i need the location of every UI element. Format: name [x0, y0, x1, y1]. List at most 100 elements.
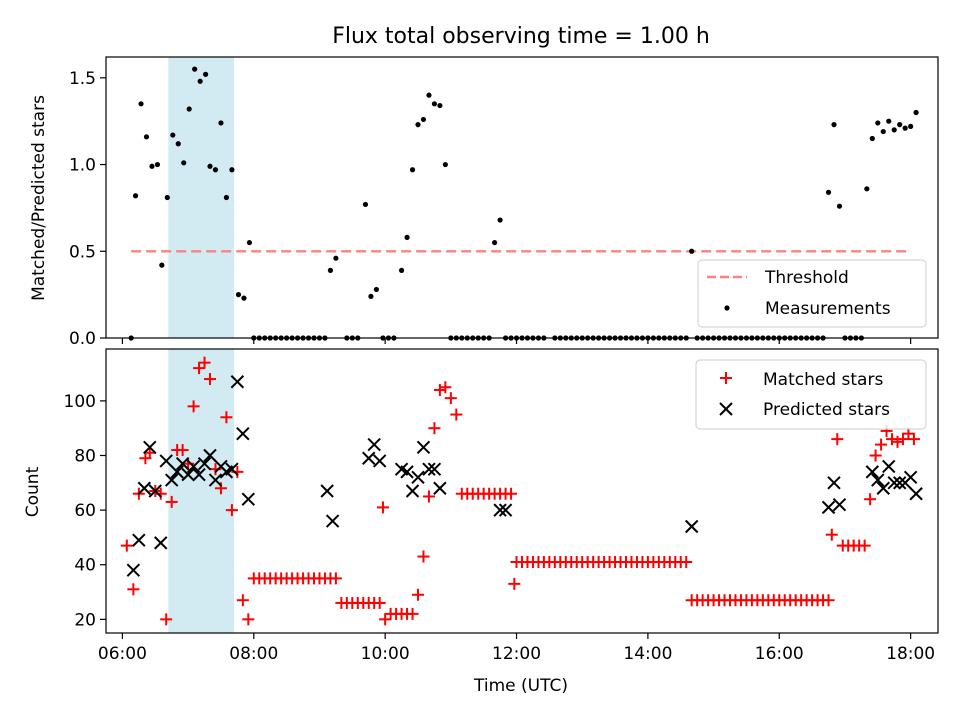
- matched-star-point: [412, 588, 424, 601]
- predicted-star-point: [493, 503, 507, 517]
- measurement-point: [175, 141, 181, 147]
- measurement-point: [869, 135, 875, 142]
- measurement-point: [132, 193, 139, 199]
- predicted-star-point: [137, 481, 152, 495]
- matched-star-point: [444, 392, 457, 405]
- measurement-point: [426, 92, 432, 98]
- measurement-point: [398, 267, 405, 273]
- matched-star-point: [198, 356, 211, 369]
- legend-measurements-swatch: [724, 305, 730, 311]
- predicted-star-point: [422, 462, 436, 476]
- matched-star-point: [508, 577, 521, 590]
- measurement-point: [229, 167, 235, 173]
- measurement-point: [246, 239, 253, 246]
- matched-star-point: [825, 528, 838, 541]
- matched-star-point: [680, 556, 693, 568]
- measurement-point: [159, 262, 165, 268]
- measurement-point: [181, 160, 187, 166]
- predicted-star-point: [325, 514, 340, 528]
- predicted-star-point: [433, 481, 447, 495]
- measurement-point: [880, 128, 886, 135]
- measurement-point: [170, 132, 176, 138]
- matched-star-point: [127, 583, 140, 596]
- measurement-point: [223, 194, 230, 201]
- legend-bottom: Matched stars Predicted stars: [695, 359, 927, 430]
- predicted-star-point: [175, 456, 190, 471]
- y-axis-label-top: Matched/Predicted stars: [29, 95, 49, 301]
- measurement-point: [404, 234, 410, 240]
- bottom-axis-ticks: 06:00 08:00 10:00 12:00 14:00 16:00 18:00 20 40 6…: [64, 392, 936, 664]
- measurement-point: [831, 122, 837, 128]
- x-tick-label: 08:00: [229, 644, 278, 664]
- measurement-point: [333, 255, 339, 261]
- matched-star-point: [450, 408, 463, 421]
- measurement-point: [368, 293, 374, 299]
- measurement-point: [327, 267, 334, 273]
- measurement-point: [218, 120, 224, 126]
- predicted-star-point: [241, 492, 256, 506]
- measurement-point: [825, 189, 832, 195]
- measurement-point: [143, 134, 150, 140]
- measurement-point: [875, 120, 881, 126]
- predicted-star-point: [192, 467, 206, 482]
- predicted-star-point: [362, 451, 376, 465]
- matched-star-point: [165, 495, 178, 508]
- measurement-point: [409, 167, 416, 173]
- legend-box-top: [697, 259, 927, 328]
- predicted-star-point: [821, 500, 836, 515]
- legend-threshold-label: Threshold: [764, 268, 849, 288]
- predicted-star-point: [871, 473, 885, 487]
- measurement-point: [864, 186, 870, 192]
- predicted-star-point: [865, 465, 880, 479]
- predicted-star-point: [411, 470, 425, 485]
- matched-star-point: [204, 373, 216, 386]
- matched-star-point: [187, 400, 200, 413]
- measurement-point: [886, 118, 892, 124]
- measurement-point: [689, 248, 695, 254]
- matched-star-point: [886, 433, 899, 446]
- measurement-point: [442, 161, 448, 168]
- measurement-point: [138, 101, 144, 107]
- measurement-point: [235, 292, 242, 298]
- matched-star-point: [379, 613, 392, 626]
- matched-star-point: [428, 422, 441, 435]
- x-tick-label: 16:00: [755, 644, 804, 664]
- matched-star-point: [160, 613, 173, 626]
- predicted-star-point: [400, 465, 414, 479]
- matched-star-point: [143, 446, 156, 459]
- x-tick-label: 14:00: [623, 644, 672, 664]
- measurement-point: [908, 123, 914, 129]
- measurement-point: [241, 295, 247, 301]
- legend-top: Threshold Measurements: [697, 259, 927, 328]
- shaded-region-bottom: [168, 349, 235, 633]
- predicted-star-point: [882, 459, 896, 474]
- measurement-point: [891, 127, 897, 133]
- matched-star-point: [120, 539, 133, 552]
- measurement-point: [913, 109, 919, 116]
- predicted-star-point: [236, 426, 250, 441]
- measurement-point: [437, 102, 443, 109]
- matched-star-point: [176, 444, 189, 457]
- measurement-point: [431, 101, 438, 107]
- y-tick-label: 20: [74, 610, 96, 630]
- measurement-point: [497, 217, 503, 223]
- measurement-point: [149, 163, 155, 169]
- matched-star-point: [225, 504, 238, 517]
- predicted-star-point: [186, 459, 201, 474]
- matched-star-point: [505, 487, 518, 500]
- legend-predicted-label: Predicted stars: [763, 400, 890, 420]
- y-tick-label: 100: [64, 392, 96, 412]
- predicted-star-point: [181, 467, 195, 482]
- measurement-point: [164, 194, 170, 201]
- predicted-star-point: [132, 533, 146, 547]
- measurement-point: [212, 167, 219, 173]
- predicted-star-point: [832, 497, 847, 512]
- matched-star-point: [822, 594, 835, 607]
- matched-star-point: [422, 490, 435, 503]
- predicted-star-point: [170, 465, 184, 479]
- matched-star-point: [439, 381, 452, 394]
- predicted-star-point: [320, 484, 334, 498]
- x-tick-label: 12:00: [492, 644, 541, 664]
- predicted-star-point: [876, 481, 890, 495]
- matched-star-point: [902, 427, 915, 440]
